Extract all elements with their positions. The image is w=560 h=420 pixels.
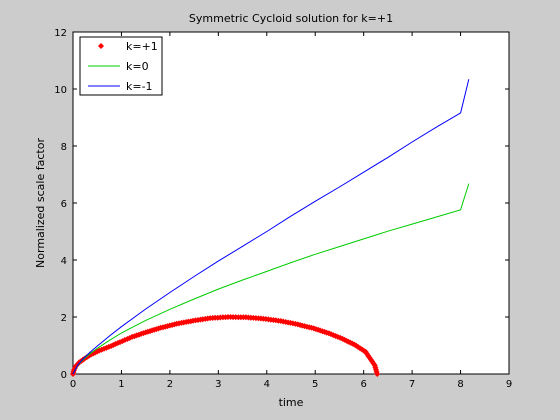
legend-marker-k-plus-1 xyxy=(98,43,104,49)
x-tick-label: 2 xyxy=(167,379,173,390)
y-tick-label: 12 xyxy=(54,28,67,39)
series-layer xyxy=(70,79,470,377)
y-axis-label: Normalized scale factor xyxy=(34,138,47,268)
y-tick-label: 4 xyxy=(61,256,67,267)
x-tick-label: 1 xyxy=(118,379,124,390)
x-tick-label: 8 xyxy=(457,379,463,390)
x-tick-label: 0 xyxy=(70,379,76,390)
y-tick-label: 2 xyxy=(61,313,67,324)
y-tick-label: 6 xyxy=(61,199,67,210)
series-0 xyxy=(70,314,381,377)
x-tick-label: 4 xyxy=(264,379,270,390)
series-line-1 xyxy=(72,183,470,375)
x-tick-label: 5 xyxy=(312,379,318,390)
series-2 xyxy=(72,79,470,375)
legend-item-k-minus-1: k=-1 xyxy=(88,80,153,93)
y-tick-label: 8 xyxy=(61,142,67,153)
x-tick-label: 7 xyxy=(409,379,415,390)
series-1 xyxy=(72,183,470,375)
chart-title: Symmetric Cycloid solution for k=+1 xyxy=(189,12,393,25)
legend: k=+1 k=0 k=-1 xyxy=(79,36,163,96)
x-tick-label: 3 xyxy=(215,379,221,390)
legend-label-k-plus-1: k=+1 xyxy=(126,40,158,53)
series-marker-0 xyxy=(374,371,381,377)
x-axis-label: time xyxy=(279,396,304,409)
legend-label-k-0: k=0 xyxy=(126,60,149,73)
y-tick-label: 0 xyxy=(61,370,67,381)
x-tick-label: 6 xyxy=(360,379,366,390)
legend-item-k-plus-1: k=+1 xyxy=(98,40,158,53)
y-tick-label: 10 xyxy=(54,85,67,96)
legend-label-k-minus-1: k=-1 xyxy=(126,80,153,93)
series-line-2 xyxy=(72,79,470,375)
legend-item-k-0: k=0 xyxy=(88,60,149,73)
x-tick-label: 9 xyxy=(506,379,512,390)
